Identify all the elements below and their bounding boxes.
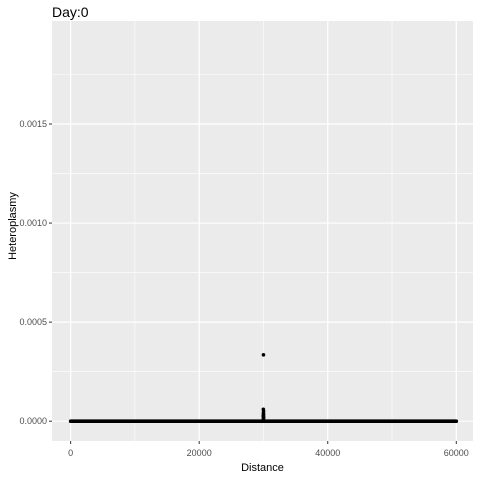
axes-layer: 0 20000 40000 60000 0.0000 0.0005 0.0010 0.0015 (19, 119, 468, 458)
y-tick-label: 0.0010 (19, 218, 47, 228)
points-layer (68, 353, 459, 423)
x-tick-label: 20000 (187, 448, 212, 458)
y-axis-title: Heteroplasmy (7, 192, 19, 260)
plot-panel (52, 21, 473, 441)
data-point (261, 417, 266, 422)
x-axis-title: Distance (241, 462, 284, 474)
x-tick-label: 60000 (444, 448, 469, 458)
y-tick-label: 0.0015 (19, 119, 47, 129)
y-tick-label: 0.0005 (19, 317, 47, 327)
data-point (261, 353, 266, 357)
chart-title: Day:0 (52, 4, 89, 20)
y-tick-label: 0.0000 (19, 416, 47, 426)
x-tick-label: 40000 (315, 448, 340, 458)
x-tick-label: 0 (68, 448, 73, 458)
